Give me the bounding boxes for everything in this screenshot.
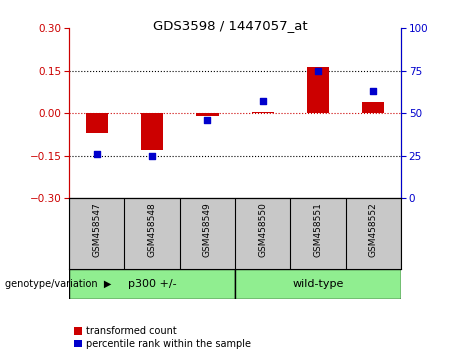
Point — [148, 153, 156, 159]
Bar — [235, 269, 401, 299]
Point — [370, 88, 377, 94]
Bar — [141, 113, 163, 150]
Bar — [86, 113, 108, 133]
Legend: transformed count, percentile rank within the sample: transformed count, percentile rank withi… — [74, 326, 251, 349]
Text: p300 +/-: p300 +/- — [128, 279, 177, 289]
Bar — [362, 102, 384, 113]
Text: GSM458549: GSM458549 — [203, 202, 212, 257]
Bar — [196, 113, 219, 116]
Text: wild-type: wild-type — [292, 279, 344, 289]
Text: GSM458552: GSM458552 — [369, 202, 378, 257]
Point — [204, 117, 211, 123]
Text: GSM458548: GSM458548 — [148, 202, 157, 257]
Bar — [307, 67, 329, 113]
Bar — [69, 269, 235, 299]
Text: GSM458551: GSM458551 — [313, 202, 323, 257]
Text: genotype/variation  ▶: genotype/variation ▶ — [5, 279, 111, 289]
Text: GSM458550: GSM458550 — [258, 202, 267, 257]
Point — [314, 68, 322, 74]
Point — [93, 151, 100, 157]
Point — [259, 98, 266, 104]
Bar — [252, 112, 274, 113]
Text: GSM458547: GSM458547 — [92, 202, 101, 257]
Text: GDS3598 / 1447057_at: GDS3598 / 1447057_at — [153, 19, 308, 33]
